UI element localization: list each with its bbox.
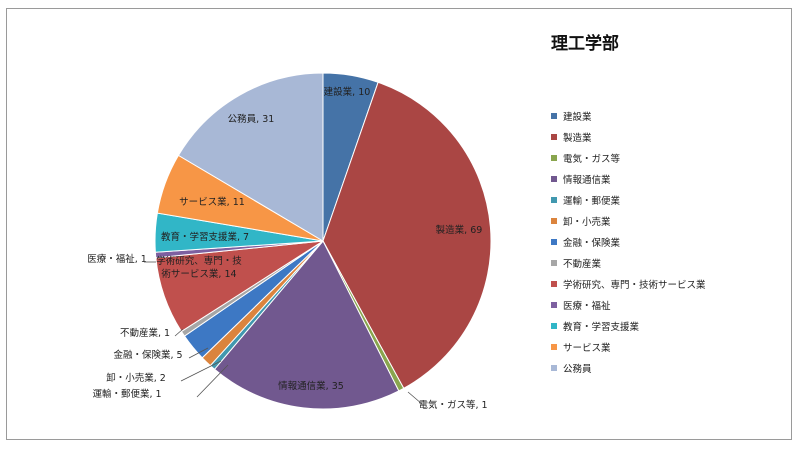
legend-swatch-4: [551, 176, 557, 182]
data-label-2: 製造業, 69: [436, 224, 483, 236]
legend-label-12: サービス業: [563, 342, 611, 354]
legend-swatch-2: [551, 134, 557, 140]
pie-chart: 理工学部 建設業, 10 製造業, 69 電気・ガス等, 1 情報通信業, 35 運輸・…: [87, 33, 706, 411]
leader-line-7: [188, 347, 209, 359]
legend-swatch-3: [551, 155, 557, 161]
chart-title: 理工学部: [551, 33, 619, 54]
data-label-5: 運輸・郵便業, 1: [92, 388, 161, 400]
legend-swatch-10: [551, 302, 557, 308]
legend-label-2: 製造業: [563, 132, 592, 144]
chart-frame: 理工学部 建設業, 10 製造業, 69 電気・ガス等, 1 情報通信業, 35 運輸・…: [6, 8, 792, 440]
legend-swatch-6: [551, 218, 557, 224]
data-label-13: 公務員, 31: [228, 113, 275, 125]
data-label-11: 教育・学習支援業, 7: [161, 231, 249, 243]
legend-swatch-12: [551, 344, 557, 350]
legend-label-10: 医療・福祉: [563, 300, 611, 312]
leader-line-5: [196, 364, 229, 398]
legend-swatch-7: [551, 239, 557, 245]
data-label-4: 情報通信業, 35: [278, 380, 344, 392]
legend-swatch-9: [551, 281, 557, 287]
legend-label-7: 金融・保険業: [563, 237, 621, 249]
leader-lines: [144, 261, 423, 405]
data-label-6: 卸・小売業, 2: [106, 372, 166, 384]
data-label-8: 不動産業, 1: [120, 327, 170, 339]
legend-label-11: 教育・学習支援業: [563, 321, 640, 333]
legend-swatch-5: [551, 197, 557, 203]
pie-slice-4: [213, 240, 400, 410]
leader-line-8: [174, 328, 184, 337]
legend-label-4: 情報通信業: [563, 174, 611, 186]
leader-line-3: [407, 391, 423, 405]
legend-swatch-8: [551, 260, 557, 266]
legend-label-3: 電気・ガス等: [563, 153, 621, 165]
legend-swatch-11: [551, 323, 557, 329]
data-label-9: 学術研究、専門・技術サービス業, 14: [156, 255, 242, 280]
data-labels: 建設業, 10 製造業, 69 電気・ガス等, 1 情報通信業, 35 運輸・郵便業, …: [87, 86, 487, 411]
legend-label-1: 建設業: [563, 111, 592, 123]
pie-slice-13: [177, 72, 324, 242]
legend-label-13: 公務員: [563, 363, 592, 375]
leader-line-6: [180, 360, 222, 382]
legend-swatch-13: [551, 365, 557, 371]
data-label-12: サービス業, 11: [179, 196, 245, 208]
data-label-1: 建設業, 10: [324, 86, 371, 98]
data-label-7: 金融・保険業, 5: [113, 349, 182, 361]
data-label-10: 医療・福祉, 1: [87, 253, 147, 265]
legend-label-9: 学術研究、専門・技術サービス業: [563, 279, 706, 291]
pie-slice-2: [322, 81, 492, 390]
legend-swatch-1: [551, 113, 557, 119]
legend: 建設業製造業電気・ガス等情報通信業運輸・郵便業卸・小売業金融・保険業不動産業学術…: [551, 111, 706, 375]
legend-label-6: 卸・小売業: [563, 216, 611, 228]
legend-label-8: 不動産業: [563, 258, 602, 270]
legend-label-5: 運輸・郵便業: [563, 195, 621, 207]
data-label-3: 電気・ガス等, 1: [418, 399, 487, 411]
pie-slices: [154, 72, 492, 410]
